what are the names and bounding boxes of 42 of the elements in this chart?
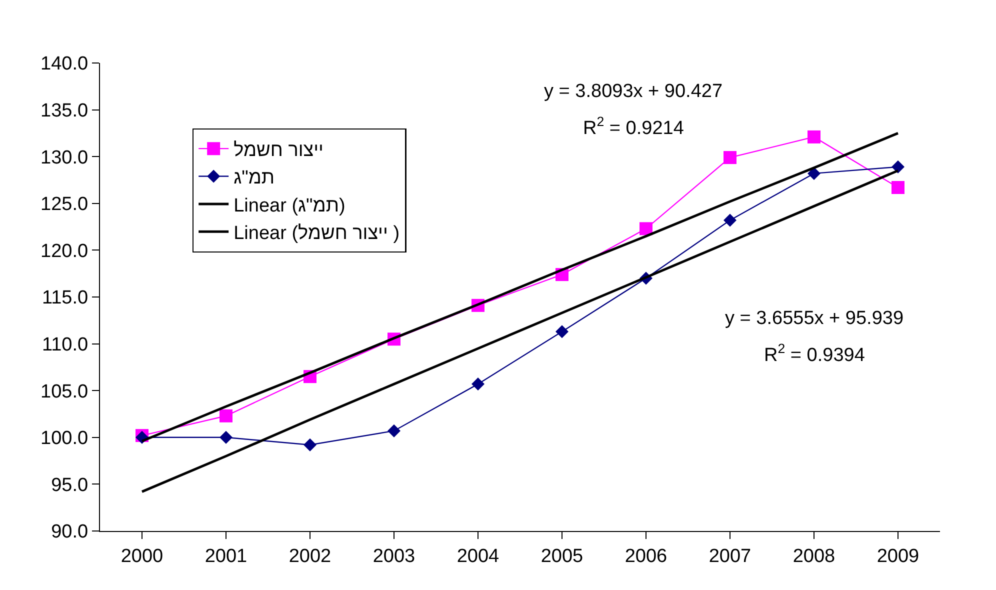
- y-tick-label: 95.0: [51, 474, 88, 496]
- point: [892, 160, 904, 174]
- x-tick-label: 2009: [876, 546, 920, 567]
- y-tick-label: 115.0: [42, 288, 88, 309]
- y-tick-label: 140.0: [40, 54, 88, 75]
- annotation: y = 3.8093x + 90.427: [544, 81, 723, 102]
- y-tick-label: 100.0: [40, 428, 88, 450]
- point: [304, 438, 316, 452]
- x-tick-label: 2002: [288, 546, 332, 567]
- x-tick-label: 2001: [204, 546, 248, 567]
- x-tick-label: 2005: [540, 546, 584, 567]
- y-tick-label: 125.0: [40, 194, 88, 216]
- point: [220, 430, 232, 444]
- point: [472, 378, 484, 391]
- legend-label: Linear (ייצור חשמל ): [234, 223, 400, 244]
- point: [808, 130, 820, 144]
- x-tick-label: 2008: [792, 546, 836, 567]
- point: [808, 166, 820, 180]
- y-tick-label: 110.0: [42, 334, 88, 356]
- legend-label: ייצור חשמל: [234, 140, 324, 161]
- point: [892, 180, 904, 194]
- legend-label: Linear (תמ"ג): [234, 195, 346, 216]
- y-tick-label: 135.0: [40, 100, 88, 122]
- x-tick-label: 2003: [372, 546, 416, 567]
- legend-label: תמ"ג: [234, 168, 275, 189]
- x-tick-label: 2004: [456, 546, 500, 567]
- y-tick-label: 90.0: [51, 522, 88, 543]
- point: [388, 424, 400, 438]
- x-tick-label: 2007: [708, 546, 752, 567]
- x-tick-label: 2006: [624, 546, 668, 567]
- y-tick-label: 105.0: [40, 381, 88, 402]
- annotation: R$^{2}$ = 0.9214: [583, 114, 684, 139]
- point: [724, 214, 736, 227]
- annotation: R$^{2}$ = 0.9394: [764, 341, 866, 366]
- point: [640, 222, 652, 236]
- y-tick-label: 120.0: [40, 240, 88, 262]
- annotation: y = 3.6555x + 95.939: [725, 308, 904, 329]
- point: [556, 325, 568, 338]
- x-tick-label: 2000: [120, 546, 164, 567]
- point: [220, 409, 232, 422]
- point: [724, 151, 736, 164]
- y-tick-label: 130.0: [40, 147, 88, 168]
